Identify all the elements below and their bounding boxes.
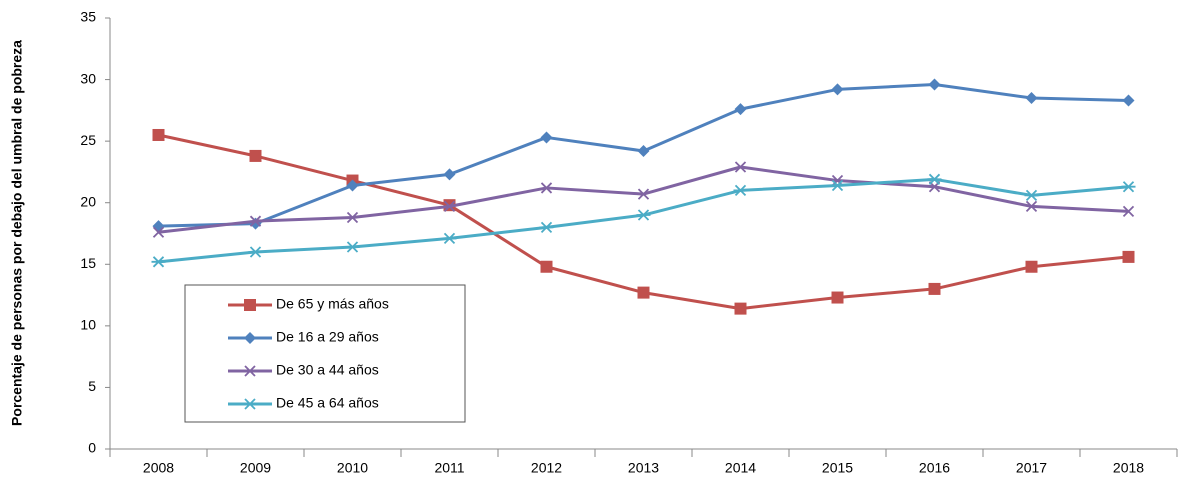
data-point [248, 246, 263, 258]
data-point [443, 200, 456, 213]
data-point [345, 241, 360, 253]
legend-label: De 16 a 29 años [276, 329, 379, 345]
legend-marker [244, 299, 256, 311]
data-point [346, 211, 359, 224]
data-point [831, 83, 844, 96]
data-point [636, 209, 651, 221]
data-point [539, 221, 554, 233]
data-point [830, 179, 845, 192]
data-point [346, 179, 359, 192]
data-point [928, 282, 941, 295]
data-point [540, 260, 553, 273]
x-tick-label: 2010 [337, 460, 368, 476]
y-tick-label: 10 [80, 317, 96, 333]
x-tick-label: 2015 [822, 460, 853, 476]
legend-box [184, 284, 466, 423]
legend-label: De 65 y más años [276, 296, 389, 312]
x-tick-label: 2016 [919, 460, 950, 476]
series-line [158, 165, 1129, 234]
data-point [1122, 205, 1135, 217]
y-tick-label: 5 [88, 378, 96, 394]
data-point [831, 291, 844, 304]
data-point [151, 256, 166, 268]
data-point [1121, 181, 1136, 193]
series-line [158, 133, 1129, 311]
data-point [733, 184, 748, 197]
legend-label: De 30 a 44 años [276, 362, 379, 378]
data-point [442, 232, 457, 245]
x-tick-label: 2012 [531, 460, 562, 476]
data-point [927, 173, 942, 185]
y-tick-label: 0 [88, 440, 96, 456]
x-tick-label: 2013 [628, 460, 659, 476]
data-point [1024, 189, 1039, 201]
x-tick-label: 2014 [725, 460, 756, 476]
data-point [637, 188, 650, 200]
data-point [1025, 200, 1038, 213]
x-tick-label: 2011 [434, 460, 464, 476]
data-point [637, 286, 650, 299]
x-tick-label: 2017 [1016, 460, 1047, 476]
legend-marker [244, 332, 256, 344]
legend-marker [243, 398, 257, 410]
data-point [928, 78, 941, 91]
data-point [249, 149, 262, 162]
x-tick-label: 2018 [1113, 460, 1144, 476]
data-point [734, 161, 747, 173]
data-point [1122, 94, 1135, 107]
data-point [1122, 250, 1135, 263]
y-tick-label: 25 [80, 132, 96, 148]
y-tick-label: 20 [80, 193, 96, 209]
data-point [637, 144, 650, 157]
data-point [1025, 260, 1038, 273]
legend-marker [244, 365, 256, 377]
y-axis-label: Porcentaje de personas por debajo del um… [9, 40, 25, 426]
legend: De 65 y más años De 16 a 29 años De 30 a 4… [184, 284, 466, 423]
data-point [540, 131, 553, 144]
y-tick-label: 35 [80, 9, 96, 25]
legend-label: De 45 a 64 años [276, 395, 379, 411]
data-point [734, 103, 747, 116]
data-point [540, 182, 553, 194]
data-point [152, 226, 165, 238]
x-tick-label: 2009 [240, 460, 271, 476]
y-tick-label: 15 [80, 255, 96, 271]
data-point [443, 168, 456, 181]
y-tick-label: 30 [80, 70, 96, 86]
data-point [249, 215, 262, 227]
x-tick-label: 2008 [143, 460, 174, 476]
data-point [734, 302, 747, 315]
data-point [152, 128, 165, 141]
data-point [249, 217, 262, 230]
data-point [1025, 92, 1038, 105]
